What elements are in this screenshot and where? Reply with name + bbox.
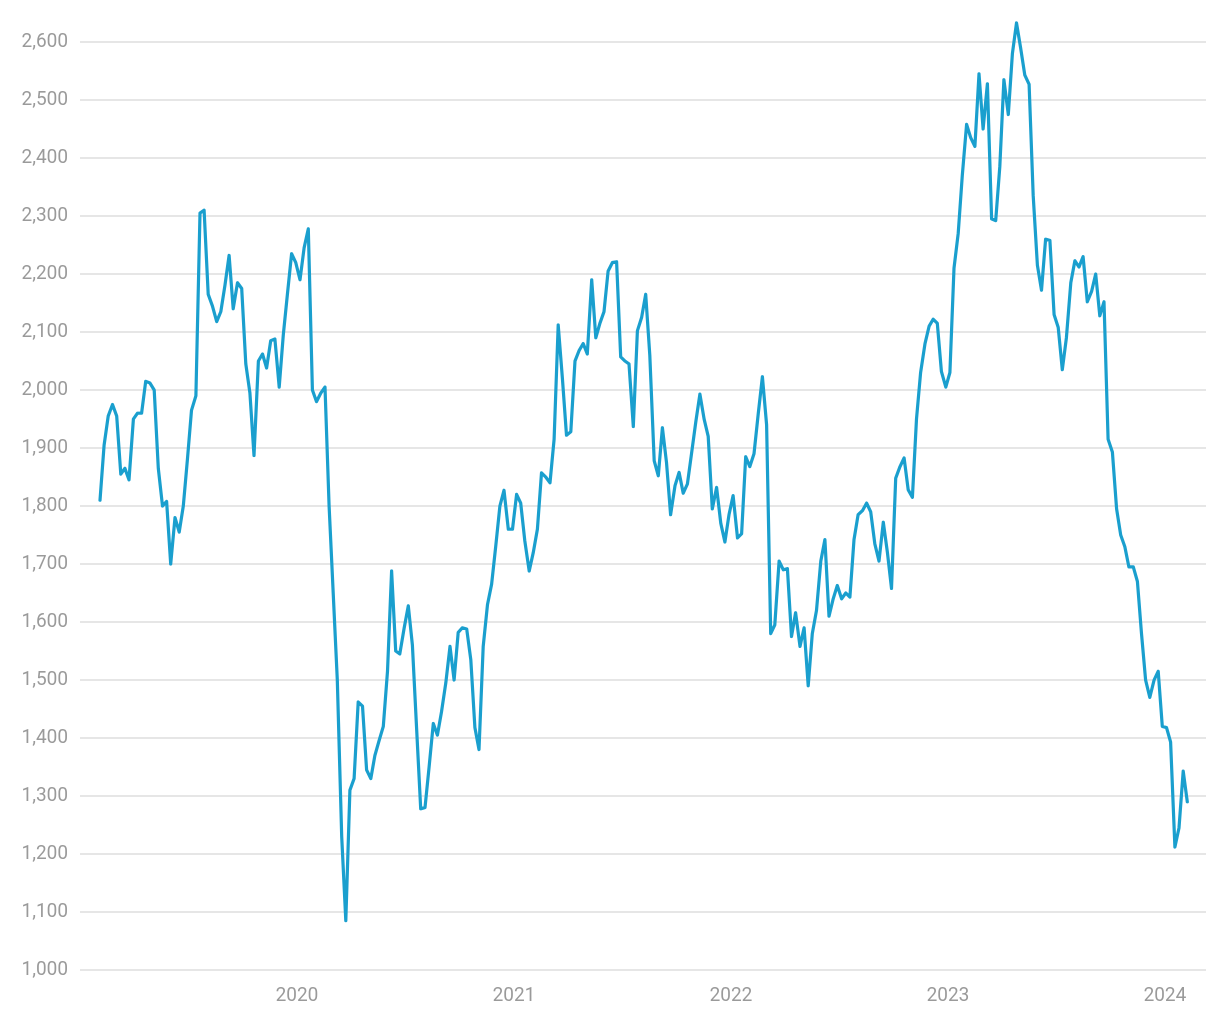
x-tick-label: 2023 [927, 983, 970, 1006]
y-tick-label: 1,900 [22, 435, 68, 458]
y-tick-label: 1,400 [22, 725, 68, 748]
y-tick-label: 2,300 [22, 203, 68, 226]
y-tick-label: 1,700 [22, 551, 68, 574]
y-tick-label: 2,400 [22, 145, 68, 168]
x-tick-label: 2021 [493, 983, 536, 1006]
y-tick-label: 2,500 [22, 87, 68, 110]
y-tick-label: 1,000 [22, 957, 68, 980]
y-tick-label: 2,200 [22, 261, 68, 284]
y-tick-label: 1,600 [22, 609, 68, 632]
y-tick-label: 2,000 [22, 377, 68, 400]
x-tick-label: 2020 [276, 983, 319, 1006]
y-tick-label: 1,100 [22, 899, 68, 922]
y-tick-label: 1,800 [22, 493, 68, 516]
x-tick-label: 2022 [710, 983, 753, 1006]
data-line [98, 21, 1189, 923]
y-tick-label: 2,600 [22, 29, 68, 52]
y-tick-label: 1,200 [22, 841, 68, 864]
y-tick-label: 1,300 [22, 783, 68, 806]
y-tick-label: 2,100 [22, 319, 68, 342]
x-tick-label: 2024 [1144, 983, 1187, 1006]
y-tick-label: 1,500 [22, 667, 68, 690]
